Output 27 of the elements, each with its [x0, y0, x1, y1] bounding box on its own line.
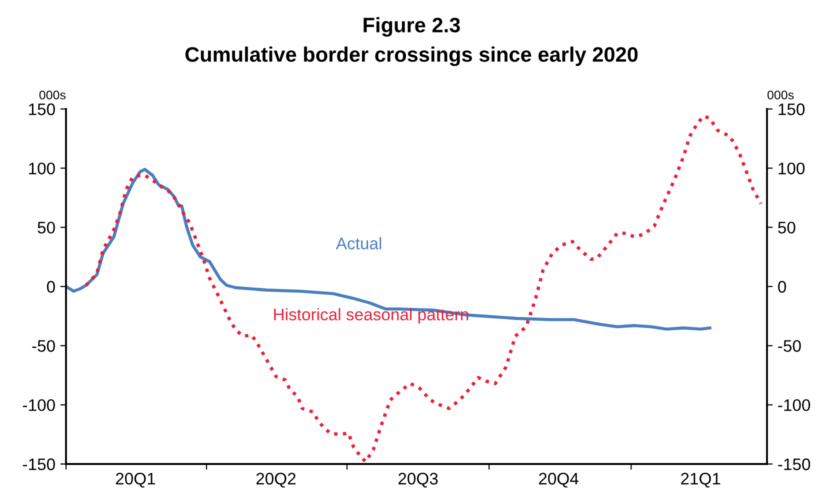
- x-tick-label: 20Q4: [539, 472, 578, 488]
- chart-title: Figure 2.3: [364, 17, 460, 37]
- y2-tick-label: -50: [778, 340, 801, 352]
- y-tick-label: -100: [22, 399, 55, 412]
- x-tick-label: 20Q3: [398, 472, 438, 488]
- y2-tick-label: 100: [778, 162, 805, 174]
- y2-tick-label: 0: [778, 280, 786, 293]
- y-tick-label: -150: [22, 458, 55, 470]
- y2-tick-label: 50: [778, 222, 796, 234]
- series-label: Historical seasonal pattern: [274, 308, 468, 324]
- line-series: [84, 114, 762, 464]
- y-tick-label: 0: [46, 280, 55, 293]
- chart-subtitle: Cumulative border crossings since early 2020: [185, 46, 638, 66]
- y-axis-title: 000s: [39, 90, 66, 100]
- x-tick-label: 20Q1: [116, 472, 156, 488]
- y-tick-label: 100: [29, 162, 55, 174]
- y2-tick-label: 150: [778, 103, 805, 116]
- text: Actual: [336, 237, 382, 250]
- y-tick-label: 50: [38, 222, 55, 234]
- y-tick-label: -50: [32, 340, 55, 352]
- y-tick-label: 150: [29, 103, 55, 116]
- y2-axis-title: 000s: [767, 90, 794, 100]
- x-tick-label: 21Q1: [681, 472, 720, 488]
- line-series: [66, 168, 712, 331]
- y2-tick-label: -100: [778, 399, 810, 412]
- x-tick-label: 20Q2: [256, 472, 296, 488]
- y2-tick-label: -150: [778, 458, 810, 470]
